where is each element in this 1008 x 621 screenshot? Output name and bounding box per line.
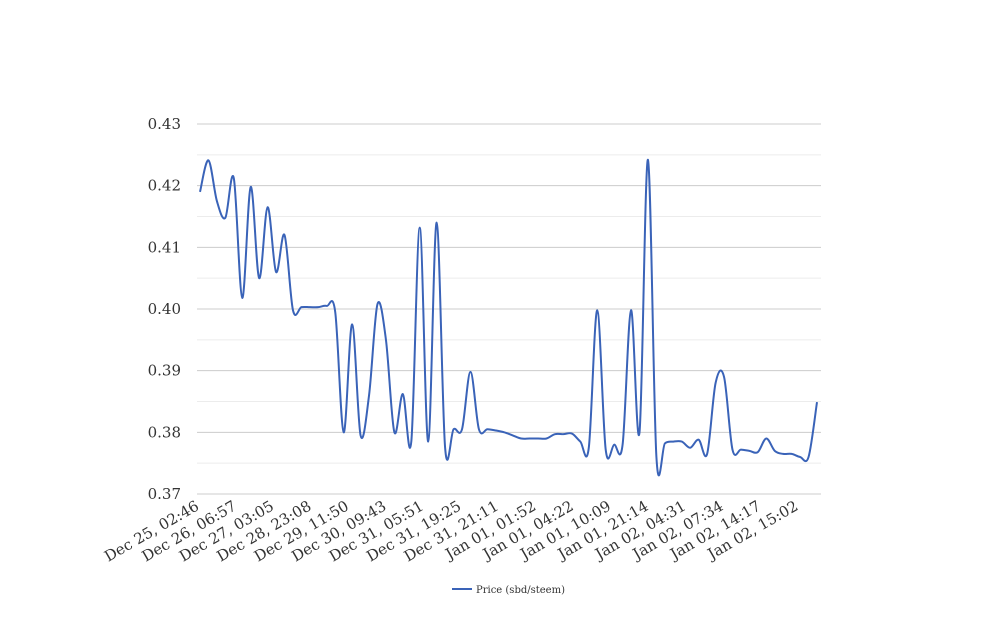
y-tick-label: 0.40 [148,300,181,318]
y-tick-label: 0.41 [148,238,181,256]
y-tick-label: 0.37 [148,485,181,503]
y-tick-label: 0.38 [148,423,181,441]
y-tick-label: 0.39 [148,362,181,380]
y-axis-ticks: 0.37 0.38 0.39 0.40 0.41 0.42 0.43 [148,115,181,503]
legend: Price (sbd/steem) [452,585,565,596]
series-layer [199,158,818,477]
y-tick-label: 0.42 [148,177,181,195]
y-tick-label: 0.43 [148,115,181,133]
series-line [199,158,818,477]
grid-lines [197,123,821,495]
legend-label: Price (sbd/steem) [476,585,565,596]
